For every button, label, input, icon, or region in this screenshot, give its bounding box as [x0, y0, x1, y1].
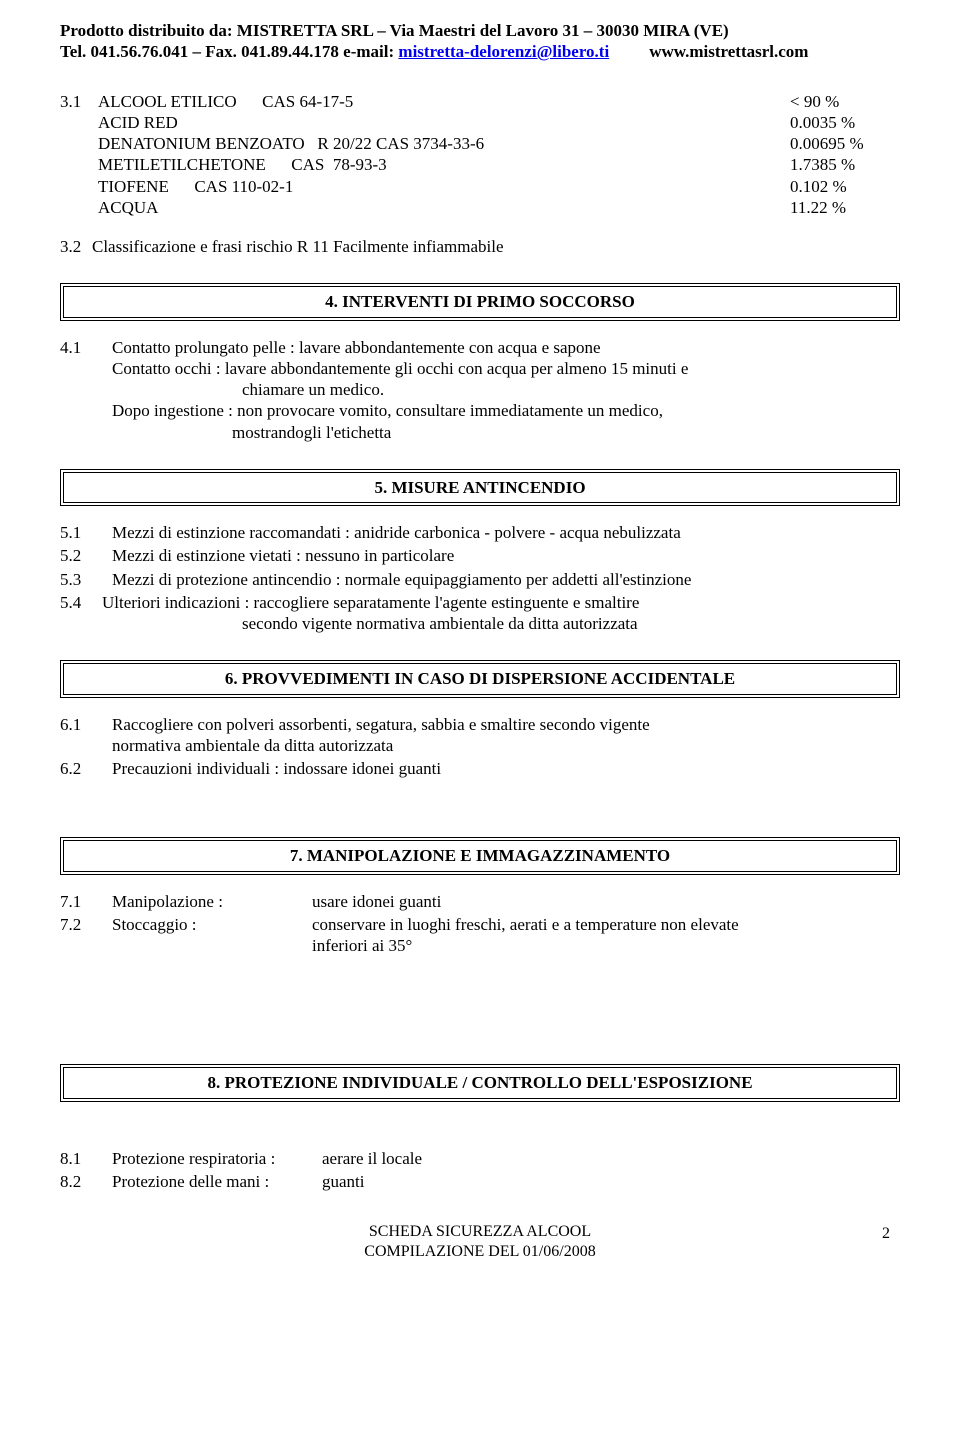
item-number: 6.2: [60, 758, 112, 779]
item-text: Contatto prolungato pelle : lavare abbon…: [112, 337, 900, 358]
composition-value: 1.7385 %: [790, 154, 900, 175]
item-label: Manipolazione :: [112, 891, 312, 912]
item-text: Precauzioni individuali : indossare idon…: [112, 758, 900, 779]
header-email-link[interactable]: mistretta-delorenzi@libero.ti: [398, 42, 609, 61]
item-number: 8.1: [60, 1148, 112, 1169]
section-7-item: 7.1 Manipolazione : usare idonei guanti: [60, 891, 900, 912]
section-8-item: 8.2 Protezione delle mani : guanti: [60, 1171, 900, 1192]
composition-block: 3.1 ALCOOL ETILICO CAS 64-17-5 < 90 % AC…: [60, 91, 900, 219]
section-number: 3.1: [60, 91, 98, 112]
classification-text: Classificazione e frasi rischio R 11 Fac…: [92, 236, 900, 257]
item-number: 7.2: [60, 914, 112, 957]
section-8-title: 8. PROTEZIONE INDIVIDUALE / CONTROLLO DE…: [60, 1064, 900, 1101]
item-number: 6.1: [60, 714, 112, 757]
composition-item: ACQUA: [98, 197, 790, 218]
section-number: 3.2: [60, 236, 92, 257]
footer-line-2: COMPILAZIONE DEL 01/06/2008: [60, 1242, 900, 1262]
header-website: www.mistrettasrl.com: [649, 42, 808, 61]
item-label: Stoccaggio :: [112, 914, 312, 957]
header-line-1: Prodotto distribuito da: MISTRETTA SRL –…: [60, 20, 900, 41]
item-number: 5.1: [60, 522, 112, 543]
item-text: normativa ambientale da ditta autorizzat…: [112, 735, 900, 756]
item-value: conservare in luoghi freschi, aerati e a…: [312, 914, 900, 935]
item-value: usare idonei guanti: [312, 891, 900, 912]
section-5-item: 5.4 Ulteriori indicazioni : raccogliere …: [60, 592, 900, 635]
composition-item: DENATONIUM BENZOATO R 20/22 CAS 3734-33-…: [98, 133, 790, 154]
item-text: Dopo ingestione : non provocare vomito, …: [112, 400, 900, 421]
composition-value: 11.22 %: [790, 197, 900, 218]
composition-item: METILETILCHETONE CAS 78-93-3: [98, 154, 790, 175]
composition-item: ALCOOL ETILICO CAS 64-17-5: [98, 91, 790, 112]
item-text: Raccogliere con polveri assorbenti, sega…: [112, 714, 900, 735]
section-7-title: 7. MANIPOLAZIONE E IMMAGAZZINAMENTO: [60, 837, 900, 874]
item-text: Mezzi di estinzione vietati : nessuno in…: [112, 545, 900, 566]
composition-value: 0.0035 %: [790, 112, 900, 133]
section-6-item: 6.2 Precauzioni individuali : indossare …: [60, 758, 900, 779]
composition-value: 0.00695 %: [790, 133, 900, 154]
item-value: inferiori ai 35°: [312, 935, 900, 956]
item-number: 5.2: [60, 545, 112, 566]
item-number: 8.2: [60, 1171, 112, 1192]
composition-item: TIOFENE CAS 110-02-1: [98, 176, 790, 197]
item-text: Contatto occhi : lavare abbondantemente …: [112, 358, 900, 379]
item-label: Protezione respiratoria :: [112, 1148, 322, 1169]
section-6-item: 6.1 Raccogliere con polveri assorbenti, …: [60, 714, 900, 757]
section-5-title: 5. MISURE ANTINCENDIO: [60, 469, 900, 506]
composition-value: 0.102 %: [790, 176, 900, 197]
section-7-item: 7.2 Stoccaggio : conservare in luoghi fr…: [60, 914, 900, 957]
composition-item: ACID RED: [98, 112, 790, 133]
item-text-indent: mostrandogli l'etichetta: [112, 422, 900, 443]
section-4-item: 4.1 Contatto prolungato pelle : lavare a…: [60, 337, 900, 443]
section-6-title: 6. PROVVEDIMENTI IN CASO DI DISPERSIONE …: [60, 660, 900, 697]
item-text-indent: secondo vigente normativa ambientale da …: [102, 613, 900, 634]
item-text: Mezzi di estinzione raccomandati : anidr…: [112, 522, 900, 543]
item-text-indent: chiamare un medico.: [112, 379, 900, 400]
item-text: Mezzi di protezione antincendio : normal…: [112, 569, 900, 590]
header-contact-prefix: Tel. 041.56.76.041 – Fax. 041.89.44.178 …: [60, 42, 398, 61]
item-value: aerare il locale: [322, 1148, 900, 1169]
composition-value: < 90 %: [790, 91, 900, 112]
item-text: Ulteriori indicazioni : raccogliere sepa…: [102, 592, 900, 613]
document-header: Prodotto distribuito da: MISTRETTA SRL –…: [60, 20, 900, 63]
item-number: 5.4: [60, 592, 102, 635]
classification-row: 3.2 Classificazione e frasi rischio R 11…: [60, 236, 900, 257]
section-5-item: 5.1 Mezzi di estinzione raccomandati : a…: [60, 522, 900, 543]
section-5-item: 5.3 Mezzi di protezione antincendio : no…: [60, 569, 900, 590]
section-4-title: 4. INTERVENTI DI PRIMO SOCCORSO: [60, 283, 900, 320]
item-number: 4.1: [60, 337, 112, 443]
item-value: guanti: [322, 1171, 900, 1192]
section-5-item: 5.2 Mezzi di estinzione vietati : nessun…: [60, 545, 900, 566]
item-number: 7.1: [60, 891, 112, 912]
item-label: Protezione delle mani :: [112, 1171, 322, 1192]
header-line-2: Tel. 041.56.76.041 – Fax. 041.89.44.178 …: [60, 41, 900, 62]
item-number: 5.3: [60, 569, 112, 590]
section-8-item: 8.1 Protezione respiratoria : aerare il …: [60, 1148, 900, 1169]
